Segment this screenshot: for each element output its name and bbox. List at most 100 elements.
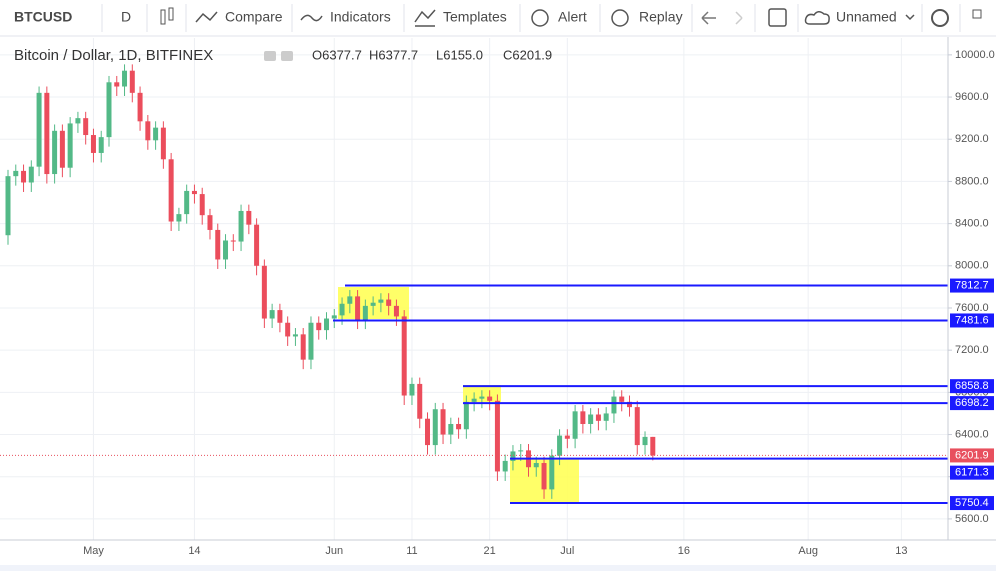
candle-body [409,383,415,396]
redo-button[interactable] [735,11,743,25]
candle-body [471,398,477,402]
candle-body [261,265,267,319]
more-button[interactable] [972,9,982,19]
candle-body [650,436,656,456]
fullscreen-button[interactable] [768,8,787,27]
chart-title: Bitcoin / Dollar, 1D, BITFINEX [14,47,213,64]
level-label: 7812.7 [955,279,989,291]
candle-body [324,318,330,331]
y-tick-label: 7200.0 [955,344,989,356]
candle-body [300,334,306,360]
templates-icon [414,9,436,27]
indicators-icon [300,14,323,22]
candle-body [13,170,19,177]
y-tick-label: 8800.0 [955,175,989,187]
candle-body [28,166,34,183]
level-label: 6698.2 [955,397,989,409]
level-label: 5750.4 [955,497,989,509]
candle-body [510,451,516,461]
level-label-bg [950,278,994,293]
candle-body [153,127,159,141]
candle-body [611,396,617,414]
candle-body [292,334,298,337]
candle-body [52,130,58,175]
candle-body [191,190,197,195]
candle-body [129,70,135,93]
y-tick-label: 9200.0 [955,133,989,145]
ohlc-high: H6377.7 [369,47,418,62]
candle-body [564,435,570,439]
candle-body [67,123,73,168]
candle-body [347,296,353,304]
candle-body [160,127,166,160]
candle-body [362,305,368,320]
candle-body [308,322,314,360]
undo-button[interactable] [701,11,716,25]
x-tick-label: May [83,545,104,557]
alert-button[interactable]: Alert [558,9,587,25]
candle-body [215,229,221,260]
candle-body [580,411,586,424]
candle-body [557,435,563,456]
candle-body [518,450,524,452]
x-tick-label: Jun [325,545,343,557]
candle-body [494,400,500,472]
ohlc-low: L6155.0 [436,47,483,62]
candle-body [487,396,493,401]
templates-button[interactable]: Templates [443,9,507,25]
candle-body [199,194,205,216]
price-levels [0,284,948,505]
grid [0,38,948,540]
candle-body [634,407,640,446]
candle-body [44,92,50,175]
layout-dropdown[interactable] [905,14,915,21]
candle-body [98,137,104,153]
candle-body [378,299,384,303]
candle-body [5,176,11,236]
candle-body [386,299,392,306]
level-label: 6171.3 [955,467,989,479]
x-tick-label: Aug [798,545,818,557]
ohlc-open: O6377.7 [312,47,362,62]
level-label: 7481.6 [955,314,989,326]
last-price-label-bg [950,448,994,463]
candle-body [401,316,407,396]
candle-body [417,383,423,419]
candle-body [355,296,361,320]
replay-button[interactable]: Replay [639,9,683,25]
candle-body [168,159,174,222]
settings-button[interactable] [931,9,949,27]
toolbar-bg [0,0,996,36]
level-label-bg [950,396,994,411]
candle-body [223,240,229,260]
compare-icon [195,11,218,23]
symbol[interactable]: BTCUSD [14,9,72,25]
y-tick-label: 8400.0 [955,218,989,230]
level-label-bg [950,496,994,511]
candle-body [626,401,632,408]
layout-name[interactable]: Unnamed [836,9,897,25]
candle-body [549,455,555,490]
candle-body [238,210,244,242]
candle-body [339,303,345,316]
candle-body [425,418,431,446]
candle-body [59,130,65,168]
compare-button[interactable]: Compare [225,9,283,25]
y-tick-label: 10000.0 [955,49,995,61]
candle-style-icon[interactable] [160,7,174,25]
y-tick-label: 9600.0 [955,91,989,103]
indicators-button[interactable]: Indicators [330,9,391,25]
cloud-icon [804,11,830,25]
candle-body [393,305,399,317]
candle-body [331,315,337,319]
candle-body [230,240,236,242]
interval[interactable]: D [121,9,131,25]
candle-body [595,414,601,421]
candle-body [463,401,469,430]
level-label-bg [950,379,994,394]
candles [5,64,656,499]
candle-body [448,423,454,435]
candle-body [184,190,190,215]
candle-body [106,82,112,138]
